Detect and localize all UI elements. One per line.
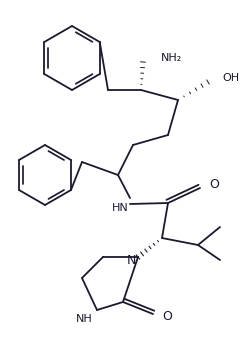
Text: HN: HN [112,203,128,213]
Text: NH₂: NH₂ [161,53,182,63]
Text: N: N [126,253,136,266]
Text: OH: OH [222,73,239,83]
Text: O: O [162,310,172,323]
Text: NH: NH [76,314,92,324]
Text: O: O [209,179,219,192]
